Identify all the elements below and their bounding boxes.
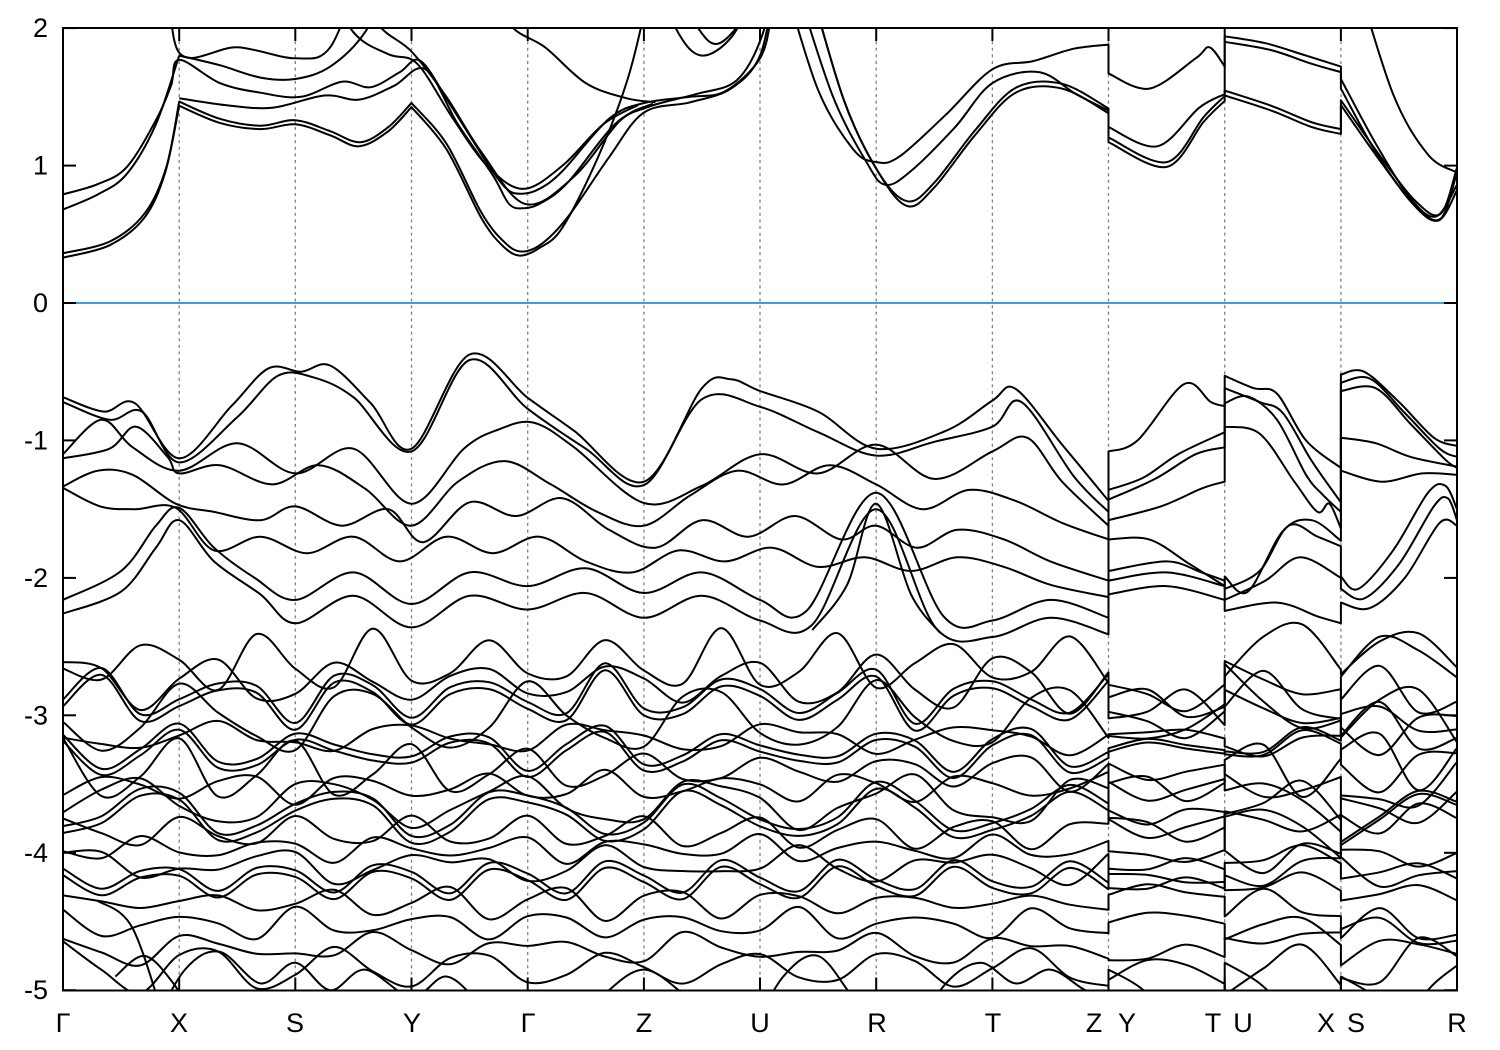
svg-text:X: X (170, 1008, 188, 1038)
svg-text:R: R (1447, 1008, 1467, 1038)
svg-text:U: U (750, 1008, 770, 1038)
svg-text:-2: -2 (24, 563, 48, 593)
svg-text:Γ: Γ (521, 1008, 536, 1038)
svg-text:Y: Y (403, 1008, 421, 1038)
svg-text:-5: -5 (24, 975, 48, 1005)
svg-text:-1: -1 (24, 425, 48, 455)
svg-text:-4: -4 (24, 838, 48, 868)
svg-text:-3: -3 (24, 700, 48, 730)
svg-text:2: 2 (33, 13, 48, 43)
svg-text:1: 1 (33, 151, 48, 181)
svg-text:Z: Z (636, 1008, 653, 1038)
svg-text:T: T (1205, 1008, 1222, 1038)
svg-text:R: R (867, 1008, 887, 1038)
svg-text:Z: Z (1086, 1008, 1103, 1038)
svg-text:Γ: Γ (56, 1008, 71, 1038)
svg-text:X: X (1317, 1008, 1335, 1038)
svg-text:T: T (985, 1008, 1002, 1038)
svg-text:0: 0 (33, 288, 48, 318)
svg-text:Y: Y (1118, 1008, 1136, 1038)
svg-text:S: S (1347, 1008, 1365, 1038)
svg-text:U: U (1233, 1008, 1253, 1038)
svg-text:S: S (286, 1008, 304, 1038)
